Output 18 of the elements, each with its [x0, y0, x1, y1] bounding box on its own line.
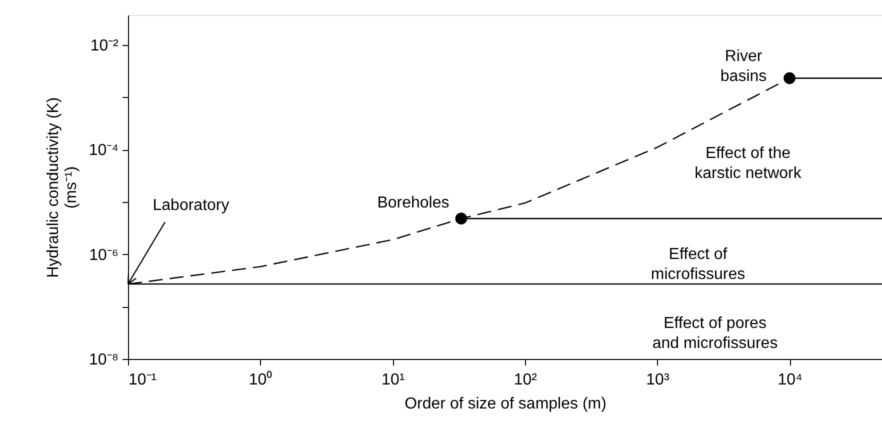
annotation: Effect of the karstic network	[694, 145, 802, 182]
x-tick-label: 10³	[646, 372, 670, 388]
y-tick-label: 10⁻⁸	[88, 352, 118, 368]
x-tick-label: 10⁻¹	[128, 372, 157, 388]
x-tick-label: 10⁰	[248, 370, 273, 388]
x-tick-label: 10⁴	[778, 372, 802, 388]
annotation: Effect of microfissures	[650, 246, 746, 283]
annotation: River basins	[720, 48, 767, 86]
y-axis-title: Hydraulic conductivity (K) (ms⁻¹)	[44, 97, 80, 278]
y-tick-label: 10⁻⁴	[88, 142, 119, 160]
x-tick-label: 10²	[514, 372, 538, 388]
annotation: Laboratory	[152, 197, 230, 214]
y-tick-label: 10⁻²	[90, 37, 120, 54]
y-tick-label: 10⁻⁶	[89, 246, 118, 264]
x-tick-label: 10¹	[382, 372, 405, 388]
annotation: Boreholes	[377, 194, 450, 212]
annotation: Effect of pores and microfissures	[652, 315, 778, 352]
x-axis-title: Order of size of samples (m)	[404, 396, 606, 412]
